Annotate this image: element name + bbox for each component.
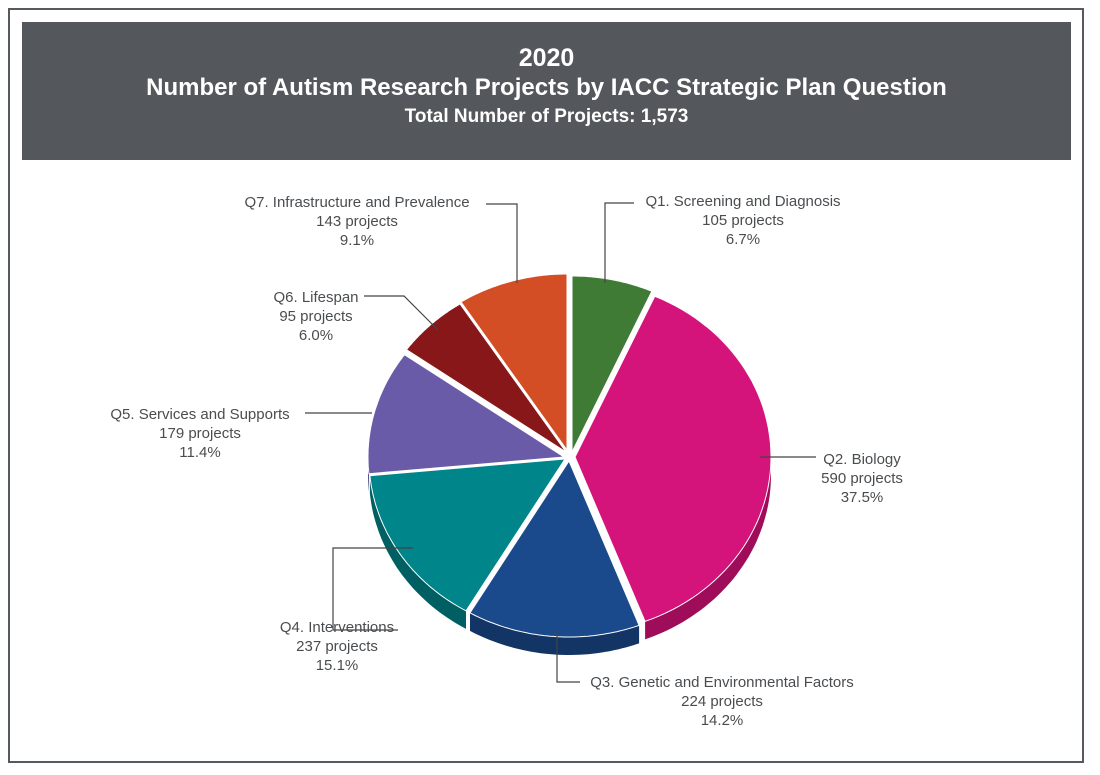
pie-slice-side <box>369 475 466 629</box>
chart-year: 2020 <box>518 44 575 72</box>
slice-value: 179 projects <box>159 425 241 442</box>
slice-name: Q2. Biology <box>823 451 901 468</box>
slice-percent: 14.2% <box>700 712 744 729</box>
slice-label-2: Q2. Biology 590 projects 37.5% <box>702 450 1022 507</box>
slice-percent: 11.4% <box>179 444 221 461</box>
pie-slice-side <box>645 457 771 640</box>
pie-slice-2 <box>574 295 772 623</box>
pie-slice-5 <box>367 354 566 475</box>
slice-percent: 9.1% <box>339 232 375 249</box>
pie-slice-3 <box>469 459 640 638</box>
slice-label-1: Q1. Screening and Diagnosis 105 projects 6… <box>583 192 903 249</box>
slice-name: Q6. Lifespan <box>273 289 359 306</box>
pie-slice-1 <box>571 275 653 453</box>
leader-line-6 <box>364 295 439 331</box>
leader-line-3 <box>556 632 580 683</box>
chart-subtitle: Total Number of Projects: 1,573 <box>22 106 1071 128</box>
chart-header: 2020 Number of Autism Research Projects … <box>22 22 1071 160</box>
slice-name: Q5. Services and Supports <box>110 406 290 423</box>
leader-line-7 <box>486 203 518 283</box>
slice-value: 237 projects <box>296 638 378 655</box>
pie-slice-4 <box>369 458 566 612</box>
slice-value: 105 projects <box>702 212 784 229</box>
slice-value: 143 projects <box>316 213 398 230</box>
slice-name: Q3. Genetic and Environmental Factors <box>590 674 854 691</box>
slice-label-6: Q6. Lifespan 95 projects 6.0% <box>156 288 476 345</box>
slice-label-5: Q5. Services and Supports 179 projects 11.… <box>40 405 360 462</box>
total-label: Total Number of Projects: <box>404 106 636 127</box>
slice-name: Q7. Infrastructure and Prevalence <box>244 194 470 211</box>
slice-value: 224 projects <box>681 693 763 710</box>
pie-slice-side <box>470 612 640 655</box>
slice-name: Q4. Interventions <box>279 619 395 636</box>
slice-label-7: Q7. Infrastructure and Prevalence 143 pro… <box>197 193 517 250</box>
pie-side-walls <box>368 457 771 655</box>
slice-percent: 15.1% <box>315 657 359 674</box>
slice-percent: 37.5% <box>840 489 884 506</box>
slice-value: 95 projects <box>279 308 353 325</box>
pie-slice-7 <box>460 273 568 452</box>
leader-line-1 <box>604 202 634 283</box>
slice-label-4: Q4. Interventions 237 projects 15.1% <box>177 618 497 675</box>
chart-title: Number of Autism Research Projects by IA… <box>146 74 947 101</box>
slice-percent: 6.0% <box>298 327 334 344</box>
slice-value: 590 projects <box>821 470 903 487</box>
pie-slice-side <box>368 457 369 492</box>
pie-slice-6 <box>405 303 567 453</box>
slice-name: Q1. Screening and Diagnosis <box>645 193 841 210</box>
total-value: 1,573 <box>640 106 689 127</box>
slice-percent: 6.7% <box>725 231 761 248</box>
leader-line-4 <box>332 547 413 631</box>
slice-label-3: Q3. Genetic and Environmental Factors 224… <box>562 673 882 730</box>
